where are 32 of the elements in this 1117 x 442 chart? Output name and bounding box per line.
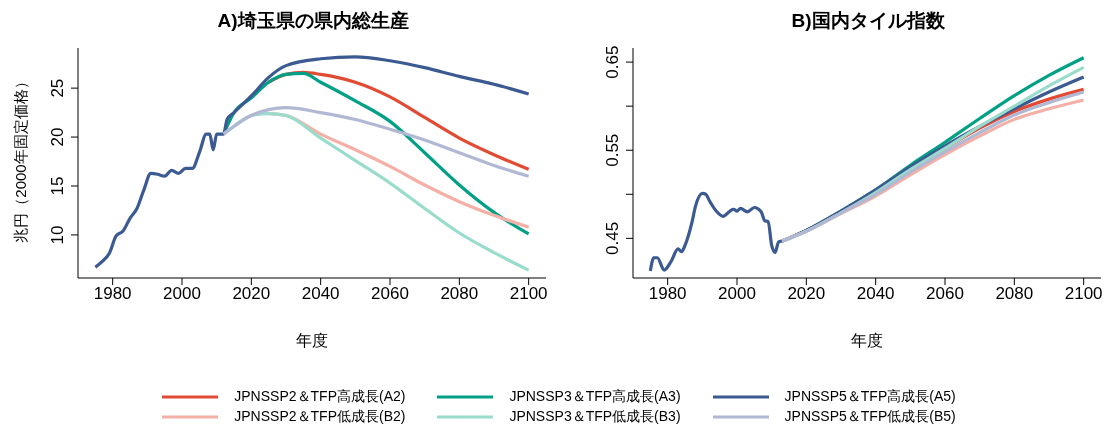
x-axis-title: 年度 (851, 332, 883, 349)
y-tick-label: 20 (48, 127, 67, 147)
x-tick-label: 2040 (856, 284, 895, 304)
x-tick-label: 2000 (718, 284, 756, 304)
x-tick-label: 1980 (648, 284, 687, 304)
legend-label: JPNSSP3＆TFP高成長(A3) (509, 388, 681, 406)
x-tick-label: 2100 (509, 284, 548, 304)
x-tick-label: 2040 (301, 284, 340, 304)
x-tick-label: 2100 (1064, 284, 1103, 304)
chart-title: B)国内タイル指数 (790, 9, 946, 33)
x-tick-label: 2080 (995, 284, 1034, 304)
x-axis-title: 年度 (296, 332, 328, 349)
x-tick-label: 2020 (787, 284, 826, 304)
x-tick-label: 2060 (926, 284, 964, 304)
y-tick-label: 25 (48, 78, 67, 98)
y-axis-title: 兆円（2000年固定価格） (11, 73, 30, 243)
legend-label: JPNSSP5＆TFP低成長(B5) (784, 408, 956, 426)
x-tick-label: 1980 (93, 284, 132, 304)
x-tick-label: 2080 (440, 284, 479, 304)
y-tick-label: 15 (48, 176, 67, 196)
chart-title: A)埼玉県の県内総生産 (216, 9, 410, 33)
y-tick-label: 0.55 (603, 133, 622, 167)
x-tick-label: 2000 (163, 284, 201, 304)
x-tick-label: 2060 (371, 284, 409, 304)
legend-label: JPNSSP2＆TFP高成長(A2) (234, 388, 406, 406)
legend-label: JPNSSP5＆TFP高成長(A5) (784, 388, 956, 406)
x-tick-label: 2020 (232, 284, 271, 304)
y-tick-label: 10 (48, 225, 67, 245)
legend-label: JPNSSP2＆TFP低成長(B2) (234, 408, 406, 426)
legend-label: JPNSSP3＆TFP低成長(B3) (509, 408, 681, 426)
y-tick-label: 0.45 (603, 221, 622, 255)
y-tick-label: 0.65 (603, 45, 622, 79)
